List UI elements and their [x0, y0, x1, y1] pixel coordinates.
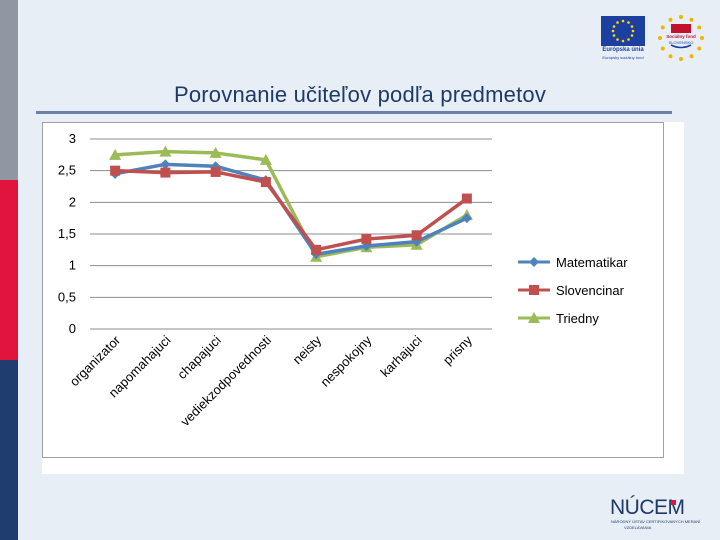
series-line [115, 149, 468, 259]
data-point [411, 230, 422, 241]
x-tick-label: nespokojny [317, 332, 374, 389]
data-point [210, 166, 221, 177]
nucem-logo: NÚCEM NÁRODNÝ ÚSTAV CERTIFIKOVANÝCH MERA… [610, 496, 700, 536]
data-point [110, 165, 121, 176]
y-tick-label: 1 [69, 258, 76, 273]
data-point [528, 312, 540, 323]
y-tick-label: 2 [69, 194, 76, 209]
eu-logo: Európska únia Európsky sociálny fond [598, 16, 648, 60]
data-point [311, 244, 322, 255]
data-point [210, 161, 221, 172]
data-point [461, 213, 472, 224]
left-bar-red-segment [0, 180, 18, 360]
data-point [461, 193, 472, 204]
page-title: Porovnanie učiteľov podľa predmetov [173, 82, 547, 107]
legend-entry: Slovencinar [518, 283, 625, 298]
eu-flag-icon [601, 16, 645, 46]
title-divider [36, 111, 672, 114]
legend-label: Slovencinar [556, 283, 625, 298]
y-tick-label: 1,5 [58, 226, 76, 241]
left-accent-bar [0, 0, 18, 540]
y-tick-label: 2,5 [58, 163, 76, 178]
esf-label: Sociálny fond [666, 34, 696, 39]
data-point [109, 148, 122, 160]
nucem-red-mark [671, 500, 676, 505]
legend-entry: Matematikar [518, 255, 628, 270]
x-tick-label: vediekzodpovednosti [178, 332, 275, 429]
x-tick-label: neisty [290, 332, 325, 367]
data-point [259, 153, 272, 165]
left-bar-gray-segment [0, 0, 18, 180]
data-point [260, 177, 271, 188]
data-point [361, 234, 372, 245]
x-tick-label: prisny [440, 332, 475, 367]
nucem-subtitle-1: NÁRODNÝ ÚSTAV CERTIFIKOVANÝCH MERANÍ [611, 519, 701, 524]
chart-series [109, 145, 473, 262]
nucem-name: NÚCEM [610, 496, 685, 519]
eu-sublabel: Európsky sociálny fond [602, 55, 644, 60]
left-bar-navy-segment [0, 360, 18, 540]
data-point [361, 241, 372, 252]
chart-gridlines [90, 138, 492, 330]
esf-logo: Sociálny fond SLOVENSKO [657, 14, 705, 62]
series-line [115, 168, 468, 252]
eu-label: Európska únia [602, 47, 644, 53]
x-tick-label: chapajuci [174, 332, 224, 382]
series-slovencinar [110, 165, 472, 255]
y-tick-label: 3 [69, 131, 76, 146]
chart-border [42, 122, 664, 458]
legend-label: Matematikar [556, 255, 628, 270]
chart-legend: Matematikar Slovencinar Triedny [518, 255, 628, 326]
data-point [529, 257, 539, 267]
data-point [159, 145, 172, 157]
data-point [160, 167, 171, 178]
data-point [529, 285, 539, 295]
star-ring-icon [658, 15, 704, 61]
x-tick-label: karhajuci [377, 332, 424, 379]
esf-sublabel: SLOVENSKO [668, 40, 694, 45]
y-axis-ticks: 0 0,5 1 1,5 2 2,5 3 [58, 131, 76, 336]
data-point [160, 159, 171, 170]
y-tick-label: 0 [69, 321, 76, 336]
legend-entry: Triedny [518, 311, 599, 326]
legend-label: Triedny [556, 311, 599, 326]
nucem-subtitle-2: VZDELÁVANIA [624, 525, 652, 530]
chart-container: 0 0,5 1 1,5 2 2,5 3 organizator napomahajuci cha… [42, 122, 684, 474]
y-tick-label: 0,5 [58, 289, 76, 304]
data-point [209, 146, 222, 158]
